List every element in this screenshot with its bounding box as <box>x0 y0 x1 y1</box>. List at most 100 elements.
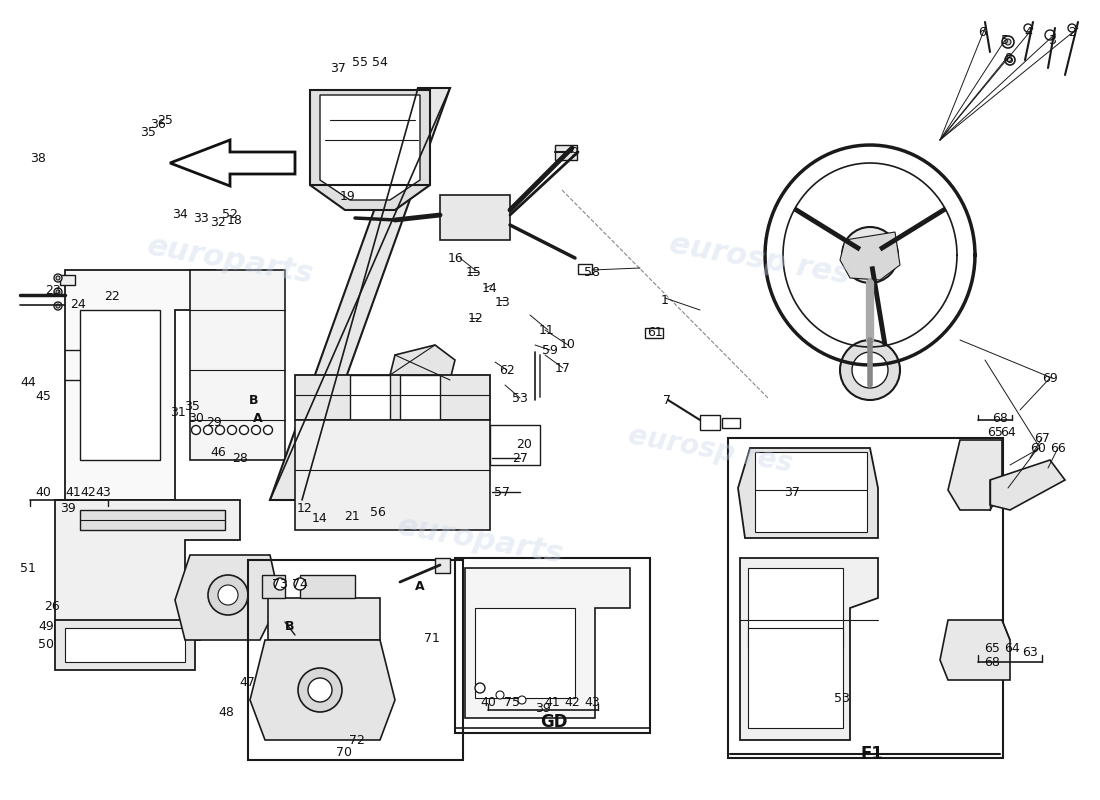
Circle shape <box>294 578 306 590</box>
Text: 69: 69 <box>1042 371 1058 385</box>
Circle shape <box>842 227 898 283</box>
Text: 52: 52 <box>222 207 238 221</box>
Text: 7: 7 <box>663 394 671 406</box>
Circle shape <box>218 585 238 605</box>
Circle shape <box>56 276 60 280</box>
Polygon shape <box>65 270 214 500</box>
Circle shape <box>56 290 60 294</box>
Text: 64: 64 <box>1000 426 1016 438</box>
Polygon shape <box>170 140 295 186</box>
Text: 17: 17 <box>556 362 571 374</box>
Polygon shape <box>55 620 195 670</box>
Text: 62: 62 <box>499 363 515 377</box>
Text: 40: 40 <box>35 486 51 498</box>
Bar <box>400 375 440 420</box>
Polygon shape <box>740 558 878 740</box>
Bar <box>434 558 450 573</box>
Text: 43: 43 <box>584 695 600 709</box>
Text: 53: 53 <box>513 391 528 405</box>
Bar <box>80 310 160 460</box>
Text: 15: 15 <box>466 266 482 278</box>
Text: 3: 3 <box>1048 34 1056 46</box>
Polygon shape <box>738 448 878 538</box>
Circle shape <box>856 241 884 269</box>
Bar <box>755 452 867 532</box>
Circle shape <box>1008 58 1012 62</box>
Circle shape <box>1024 24 1032 32</box>
Circle shape <box>1005 55 1015 65</box>
Text: 21: 21 <box>344 510 360 522</box>
Text: 22: 22 <box>104 290 120 302</box>
Text: 75: 75 <box>504 695 520 709</box>
Text: 66: 66 <box>1050 442 1066 454</box>
Bar <box>455 558 650 733</box>
Polygon shape <box>840 232 900 280</box>
Bar <box>645 328 663 338</box>
Text: 32: 32 <box>210 215 225 229</box>
Text: europarts: europarts <box>144 231 316 289</box>
Text: 44: 44 <box>20 375 36 389</box>
Polygon shape <box>295 375 490 420</box>
Text: 55: 55 <box>352 55 368 69</box>
Circle shape <box>475 683 485 693</box>
Text: 34: 34 <box>172 207 188 221</box>
Polygon shape <box>948 440 1002 510</box>
Text: 14: 14 <box>312 511 328 525</box>
Text: 10: 10 <box>560 338 576 351</box>
Text: 46: 46 <box>210 446 225 458</box>
Bar <box>350 375 390 420</box>
Circle shape <box>308 678 332 702</box>
Text: 38: 38 <box>30 151 46 165</box>
Text: 37: 37 <box>330 62 345 74</box>
Text: 23: 23 <box>45 283 60 297</box>
Text: 12: 12 <box>469 311 484 325</box>
Polygon shape <box>250 640 395 740</box>
Text: 25: 25 <box>157 114 173 126</box>
Text: 26: 26 <box>44 599 59 613</box>
Polygon shape <box>440 195 510 240</box>
Polygon shape <box>490 425 540 465</box>
Text: 74: 74 <box>293 578 308 590</box>
Polygon shape <box>262 575 285 598</box>
Circle shape <box>1068 24 1076 32</box>
Circle shape <box>208 575 248 615</box>
Polygon shape <box>990 460 1065 510</box>
Text: 2: 2 <box>1068 26 1076 38</box>
Polygon shape <box>320 95 420 200</box>
Text: 61: 61 <box>647 326 663 338</box>
Text: 41: 41 <box>65 486 81 498</box>
Text: 11: 11 <box>539 323 554 337</box>
Polygon shape <box>722 418 740 428</box>
Text: 71: 71 <box>425 631 440 645</box>
Text: 16: 16 <box>448 251 464 265</box>
Circle shape <box>240 426 249 434</box>
Circle shape <box>54 302 62 310</box>
Circle shape <box>56 304 60 308</box>
Text: 41: 41 <box>544 695 560 709</box>
Circle shape <box>252 426 261 434</box>
Circle shape <box>1045 30 1055 40</box>
Text: 29: 29 <box>206 415 222 429</box>
Text: 33: 33 <box>194 211 209 225</box>
Text: 1: 1 <box>661 294 669 306</box>
Text: 54: 54 <box>372 55 388 69</box>
Polygon shape <box>175 555 280 640</box>
Text: 64: 64 <box>1004 642 1020 654</box>
Circle shape <box>54 288 62 296</box>
Polygon shape <box>190 270 285 460</box>
Text: 27: 27 <box>513 451 528 465</box>
Text: 31: 31 <box>170 406 186 418</box>
Text: F1: F1 <box>860 745 883 763</box>
Text: 70: 70 <box>336 746 352 758</box>
Circle shape <box>852 352 888 388</box>
Text: 53: 53 <box>834 691 850 705</box>
Text: B: B <box>250 394 258 406</box>
Text: 68: 68 <box>992 411 1008 425</box>
Text: 67: 67 <box>1034 431 1049 445</box>
Text: 20: 20 <box>516 438 532 451</box>
Polygon shape <box>270 88 450 500</box>
Text: 30: 30 <box>188 411 204 425</box>
Text: 5: 5 <box>1001 34 1009 46</box>
Text: 48: 48 <box>218 706 234 718</box>
Text: 19: 19 <box>340 190 356 202</box>
